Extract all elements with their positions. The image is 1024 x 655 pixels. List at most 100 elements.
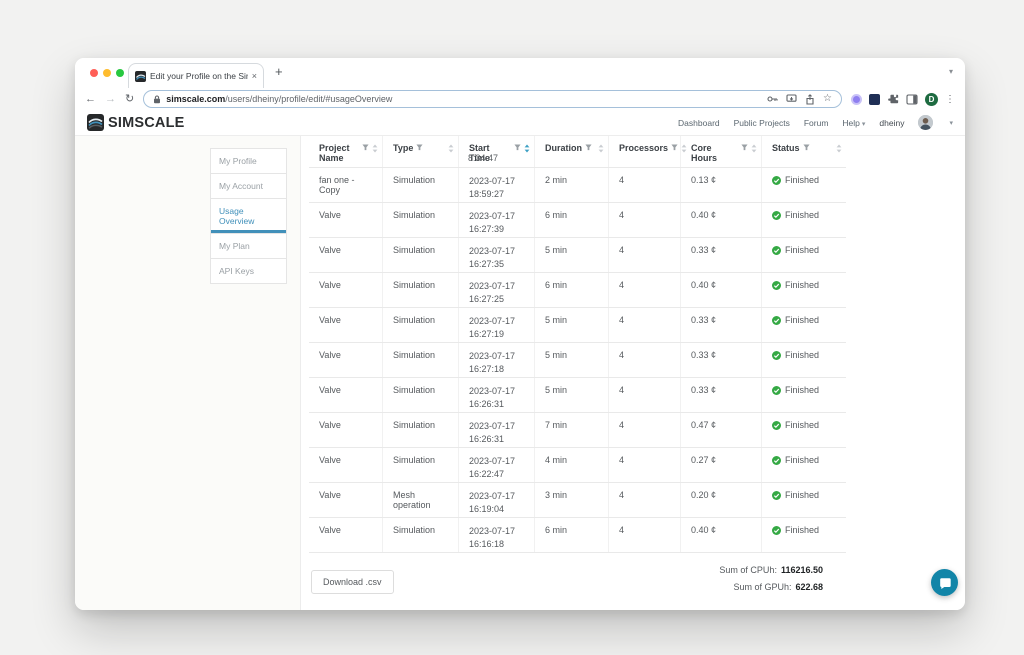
- filter-icon[interactable]: [585, 144, 592, 151]
- tab-strip-chevron-icon[interactable]: ▾: [948, 67, 953, 76]
- nav-help[interactable]: Help ▾: [842, 117, 866, 128]
- usage-sums: Sum of CPUh: 116216.50 Sum of GPUh: 622.68: [719, 565, 823, 599]
- share-icon[interactable]: [805, 93, 815, 105]
- cell-start-time: 2023-07-17 16:26:31: [458, 413, 534, 447]
- side-panel-icon[interactable]: [906, 93, 918, 105]
- tab-title: Edit your Profile on the SimSc: [150, 71, 248, 81]
- start-date: 2023-07-17: [469, 386, 516, 396]
- finished-check-icon: [772, 526, 781, 535]
- account-chevron-icon[interactable]: ▾: [949, 119, 953, 127]
- download-csv-button[interactable]: Download .csv: [311, 570, 394, 594]
- column-header[interactable]: Duration: [534, 136, 608, 167]
- cell-duration: 5 min: [534, 343, 608, 377]
- browser-profile-avatar[interactable]: D: [925, 92, 938, 106]
- start-time: 16:19:04: [469, 504, 505, 515]
- table-row: fan one - Copy Simulation 2023-07-17 18:…: [309, 168, 846, 203]
- filter-icon[interactable]: [362, 144, 369, 151]
- extension-icon-purple[interactable]: [851, 93, 862, 105]
- cell-project-name: Valve: [319, 280, 341, 290]
- back-icon[interactable]: ←: [85, 92, 96, 105]
- cell-core-hours: 0.33 ¢: [680, 308, 761, 342]
- column-header[interactable]: Project Name: [309, 136, 382, 167]
- bookmark-star-icon[interactable]: ☆: [823, 93, 832, 104]
- cell-start-time: 2023-07-17 18:59:27: [458, 168, 534, 202]
- minimize-window-button[interactable]: [103, 69, 111, 77]
- status-badge: Finished: [785, 175, 820, 185]
- cell-type: Simulation: [382, 378, 458, 412]
- address-bar[interactable]: simscale.com/users/dheiny/profile/edit/#…: [143, 90, 842, 108]
- start-date: 2023-07-17: [469, 456, 516, 466]
- cell-start-time: 2023-07-17 16:27:35: [458, 238, 534, 272]
- sort-icon[interactable]: [598, 144, 604, 153]
- extensions-puzzle-icon[interactable]: [887, 93, 899, 105]
- cell-status: Finished: [761, 448, 846, 482]
- filter-icon[interactable]: [416, 144, 423, 151]
- column-label: Status: [772, 143, 800, 153]
- sort-icon[interactable]: [681, 144, 687, 153]
- sort-icon[interactable]: [372, 144, 378, 153]
- start-time: 16:22:47: [469, 469, 505, 480]
- start-date: 2023-07-17: [469, 176, 516, 186]
- cell-project-name: Valve: [319, 455, 341, 465]
- cell-type: Simulation: [382, 273, 458, 307]
- start-date: 2023-07-17: [469, 491, 516, 501]
- chat-launcher-button[interactable]: [931, 569, 958, 596]
- sort-icon[interactable]: [524, 144, 530, 153]
- column-label: Project Name: [319, 143, 350, 163]
- close-window-button[interactable]: [90, 69, 98, 77]
- cell-start-time: 2023-07-17 16:19:04: [458, 483, 534, 517]
- table-row: Valve Mesh operation 2023-07-17 16:19:04…: [309, 483, 846, 518]
- gpu-sum-label: Sum of GPUh:: [733, 582, 792, 592]
- cell-project-name: Valve: [319, 420, 341, 430]
- sort-icon[interactable]: [836, 144, 842, 153]
- column-header[interactable]: Start Time: [458, 136, 534, 167]
- cpu-sum-label: Sum of CPUh:: [719, 565, 777, 575]
- nav-public-projects[interactable]: Public Projects: [733, 117, 790, 128]
- start-time: 16:26:31: [469, 399, 505, 410]
- cell-type: Simulation: [382, 413, 458, 447]
- column-header[interactable]: Processors: [608, 136, 687, 167]
- sidebar-item-my-profile[interactable]: My Profile: [210, 148, 287, 174]
- sort-icon[interactable]: [751, 144, 757, 153]
- user-avatar[interactable]: [918, 115, 934, 130]
- finished-check-icon: [772, 316, 781, 325]
- column-header[interactable]: Type: [382, 136, 458, 167]
- simscale-logo[interactable]: SIMSCALE: [87, 114, 185, 131]
- column-header[interactable]: Status: [761, 136, 846, 167]
- user-name[interactable]: dheiny: [879, 117, 905, 128]
- install-app-icon[interactable]: [786, 94, 797, 104]
- cell-duration: 5 min: [534, 238, 608, 272]
- simscale-favicon: [135, 70, 146, 82]
- nav-forum[interactable]: Forum: [803, 117, 829, 128]
- sidebar-item-usage-overview[interactable]: Usage Overview: [210, 198, 287, 234]
- sidebar-item-my-account[interactable]: My Account: [210, 173, 287, 199]
- filter-icon[interactable]: [741, 144, 748, 151]
- browser-menu-icon[interactable]: ⋮: [945, 93, 955, 105]
- forward-icon[interactable]: →: [105, 92, 116, 105]
- zoom-window-button[interactable]: [116, 69, 124, 77]
- profile-menu: My Profile My Account Usage Overview My …: [210, 148, 287, 284]
- filter-icon[interactable]: [514, 144, 521, 151]
- profile-sidebar: My Profile My Account Usage Overview My …: [75, 136, 300, 610]
- table-row: Valve Simulation 2023-07-17 16:26:31 5 m…: [309, 378, 846, 413]
- nav-dashboard[interactable]: Dashboard: [678, 117, 720, 128]
- cell-duration: 3 min: [534, 483, 608, 517]
- sort-icon[interactable]: [448, 144, 454, 153]
- browser-tab[interactable]: Edit your Profile on the SimSc ×: [128, 63, 264, 88]
- column-header[interactable]: Core Hours: [680, 136, 761, 167]
- filter-icon[interactable]: [671, 144, 678, 151]
- cell-processors: 4: [608, 518, 680, 552]
- sidebar-item-my-plan[interactable]: My Plan: [210, 233, 287, 259]
- reload-icon[interactable]: ↻: [125, 92, 135, 105]
- cell-start-time: 2023-07-17 16:27:25: [458, 273, 534, 307]
- cell-status: Finished: [761, 378, 846, 412]
- cell-type: Simulation: [382, 168, 458, 202]
- filter-icon[interactable]: [802, 144, 810, 151]
- tab-close-icon[interactable]: ×: [251, 70, 257, 81]
- cell-status: Finished: [761, 413, 846, 447]
- cell-duration: 6 min: [534, 203, 608, 237]
- new-tab-button[interactable]: +: [275, 64, 283, 79]
- password-key-icon[interactable]: [767, 94, 778, 104]
- sidebar-item-api-keys[interactable]: API Keys: [210, 258, 287, 284]
- extension-icon-navy[interactable]: [869, 93, 880, 105]
